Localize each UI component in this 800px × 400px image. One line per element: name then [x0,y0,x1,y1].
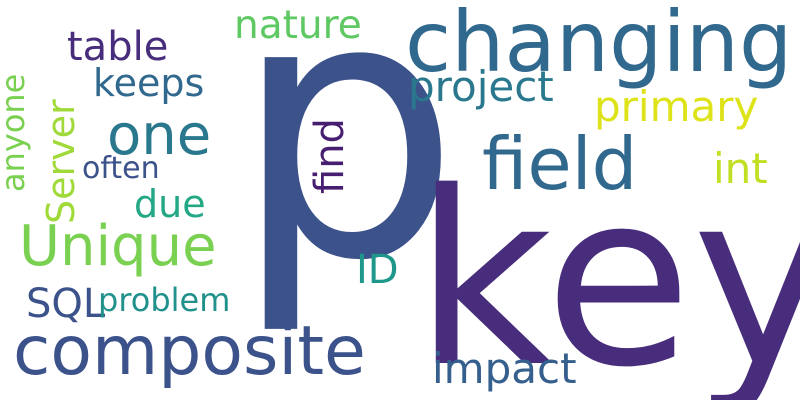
word-id: ID [356,247,399,293]
word-anyone: anyone [0,73,32,192]
word-sql: SQL [26,281,106,327]
word-project: project [408,62,554,111]
word-p: p [232,0,461,339]
word-server: Server [39,99,83,224]
word-impact: impact [432,344,577,393]
word-composite: composite [13,312,366,391]
word-due: due [134,182,206,226]
word-changing: changing [405,0,793,91]
word-one: one [107,103,212,168]
word-find: find [307,118,353,194]
word-table: table [67,24,169,70]
word-int: int [713,144,768,193]
word-nature: nature [234,3,362,48]
word-problem: problem [98,281,231,319]
word-primary: primary [594,82,759,131]
word-often: often [82,151,160,186]
word-field: field [482,122,638,206]
word-unique: Unique [19,214,217,279]
word-keeps: keeps [93,61,205,105]
word-key: key [414,140,800,400]
